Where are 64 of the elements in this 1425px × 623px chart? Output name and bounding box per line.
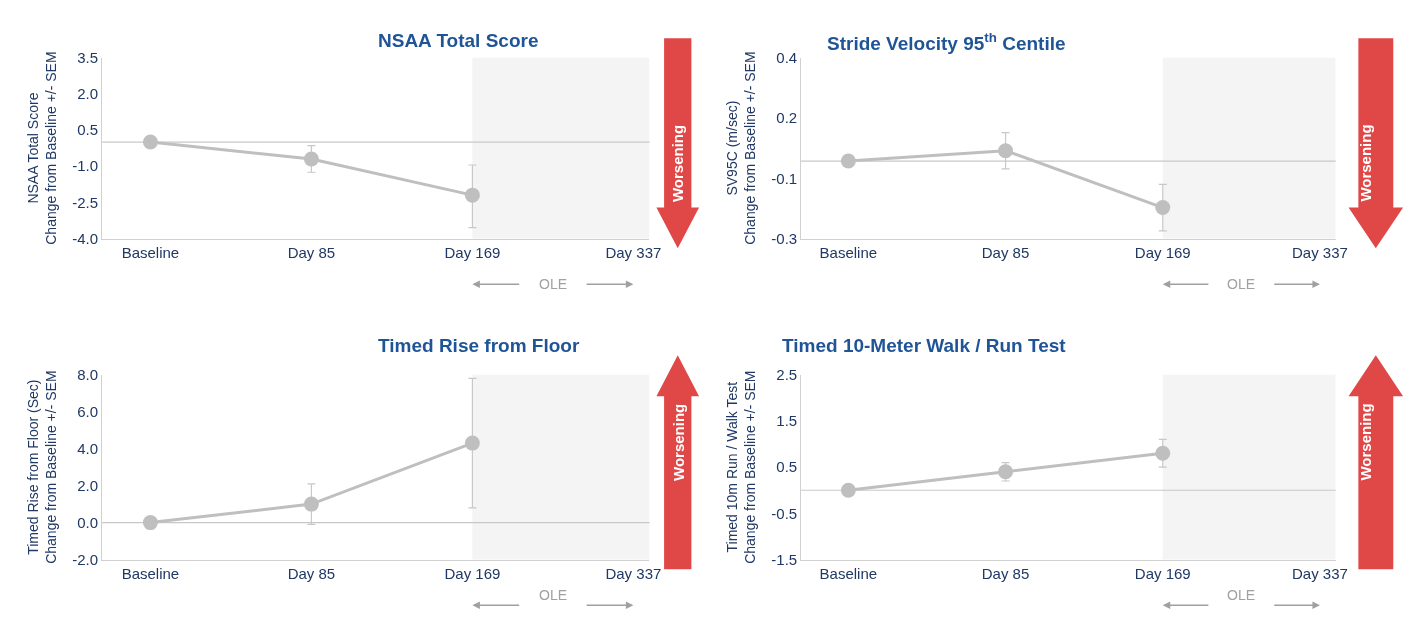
- band-label: OLE: [539, 587, 568, 603]
- chart-title: NSAA Total Score: [378, 30, 539, 51]
- x-tick-label: Day 85: [287, 243, 336, 261]
- y-tick-label: 2.0: [77, 476, 99, 494]
- y-tick-label: -4.0: [72, 229, 99, 247]
- y-tick-label: -2.5: [72, 193, 99, 211]
- text: Worsening: [1357, 403, 1375, 481]
- y-tick-label: -2.0: [72, 550, 99, 568]
- x-tick-label: Day 85: [287, 564, 336, 582]
- x-tick-label: Day 169: [444, 243, 501, 261]
- y-tick-label: 2.0: [77, 85, 99, 103]
- y-tick-label: 0.5: [77, 121, 99, 139]
- x-tick-label: Day 169: [444, 564, 501, 582]
- text: Worsening: [1357, 124, 1375, 202]
- y-tick-label: 0.2: [776, 109, 798, 127]
- chart-title: Timed Rise from Floor: [378, 335, 580, 356]
- point: [142, 515, 158, 531]
- y-axis-title: SV95C (m/sec) Change from Baseline +/- SEM: [723, 51, 758, 245]
- y-tick-label: 3.5: [77, 48, 99, 66]
- x-tick-label: Day 85: [981, 243, 1030, 261]
- x-tick-label: Day 337: [1292, 243, 1348, 261]
- x-tick-label: Day 169: [1134, 564, 1191, 582]
- chart-title: Stride Velocity 95$^{th}$ Centile: [827, 30, 1066, 54]
- point: [303, 496, 319, 512]
- point: [840, 153, 856, 169]
- point: [142, 134, 158, 150]
- point: [840, 482, 856, 498]
- y-tick-label: 0.0: [77, 513, 99, 531]
- x-tick-label: Day 337: [605, 243, 662, 261]
- band-label: OLE: [539, 276, 568, 292]
- y-tick-label: 0.5: [776, 458, 798, 476]
- band-label: OLE: [1227, 276, 1256, 292]
- point: [464, 187, 480, 203]
- y-tick-label: 4.0: [77, 439, 99, 457]
- y-tick-label: 0.4: [776, 48, 798, 66]
- point: [464, 435, 480, 451]
- point: [1155, 200, 1171, 216]
- point: [1155, 445, 1171, 461]
- y-tick-label: 1.5: [776, 412, 798, 430]
- y-tick-label: -0.1: [771, 169, 798, 187]
- text: Worsening: [669, 403, 687, 481]
- y-axis-title: Timed Rise from Floor (Sec) Change from Baseline +/- SEM: [24, 370, 59, 564]
- text: Worsening: [669, 124, 687, 203]
- x-tick-label: Day 85: [981, 564, 1030, 582]
- y-axis-title: NSAA Total Score Change from Baseline +/- SEM: [24, 51, 59, 245]
- band-label: OLE: [1227, 587, 1256, 603]
- y-tick-label: -1.5: [771, 550, 798, 568]
- point: [998, 143, 1014, 159]
- y-axis-title: Timed 10m Run / Walk Test Change from Baseline +/- SEM: [723, 370, 758, 564]
- y-tick-label: 8.0: [77, 365, 99, 383]
- x-tick-label: Day 169: [1134, 243, 1191, 261]
- y-tick-label: -0.5: [771, 504, 798, 522]
- y-tick-label: -1.0: [72, 157, 99, 175]
- x-tick-label: Baseline: [121, 564, 180, 582]
- y-tick-label: -0.3: [771, 229, 798, 247]
- x-tick-label: Baseline: [121, 243, 180, 261]
- x-tick-label: Day 337: [605, 564, 662, 582]
- x-tick-label: Baseline: [819, 243, 878, 261]
- chart-title: Timed 10-Meter Walk / Run Test: [782, 335, 1067, 356]
- x-tick-label: Day 337: [1292, 564, 1348, 582]
- point: [303, 151, 319, 167]
- y-tick-label: 2.5: [776, 365, 798, 383]
- x-tick-label: Baseline: [819, 564, 878, 582]
- y-tick-label: 6.0: [77, 402, 99, 420]
